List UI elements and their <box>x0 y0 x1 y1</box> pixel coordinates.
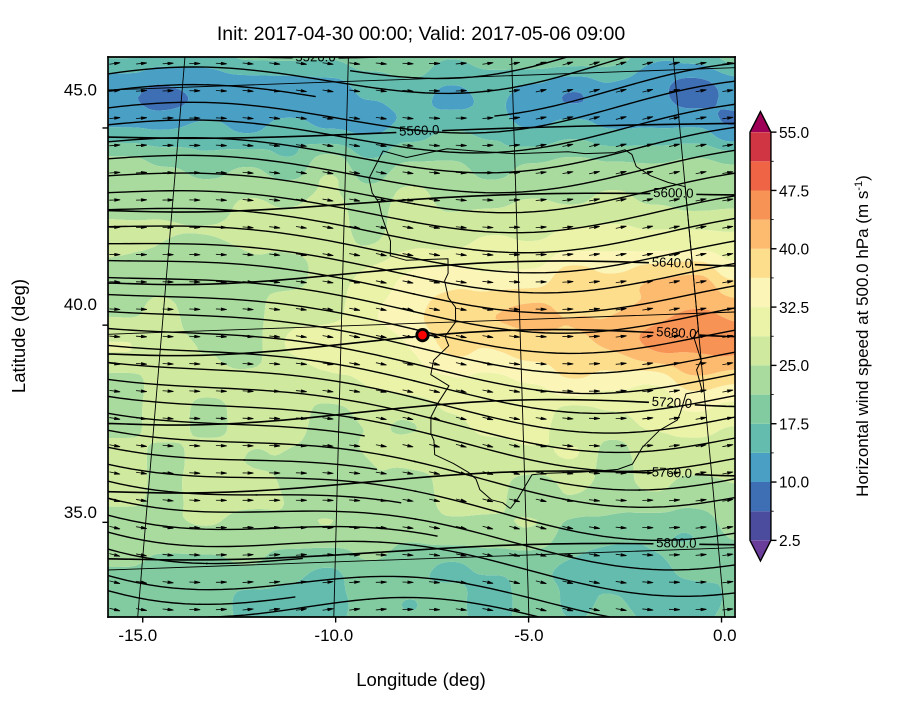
svg-text:10.0: 10.0 <box>779 475 810 492</box>
svg-text:47.5: 47.5 <box>779 183 809 200</box>
svg-text:35.0: 35.0 <box>64 503 97 522</box>
svg-text:-10.0: -10.0 <box>314 626 353 645</box>
svg-text:Init: 2017-04-30 00:00; Valid:: Init: 2017-04-30 00:00; Valid: 2017-05-0… <box>217 23 626 45</box>
svg-text:-5.0: -5.0 <box>514 626 543 645</box>
svg-text:55.0: 55.0 <box>779 125 810 142</box>
svg-text:Longitude (deg): Longitude (deg) <box>356 669 486 690</box>
svg-text:Horizontal wind speed at 500.0: Horizontal wind speed at 500.0 hPa (m s-… <box>853 175 872 497</box>
svg-text:40.0: 40.0 <box>779 242 810 259</box>
svg-text:5760.0: 5760.0 <box>651 464 692 481</box>
svg-text:5600.0: 5600.0 <box>653 185 694 201</box>
svg-text:-15.0: -15.0 <box>118 626 157 645</box>
svg-text:5720.0: 5720.0 <box>651 394 692 411</box>
svg-text:25.0: 25.0 <box>779 358 810 375</box>
svg-text:Latitude (deg): Latitude (deg) <box>8 279 29 393</box>
svg-text:17.5: 17.5 <box>779 416 809 433</box>
svg-text:5800.0: 5800.0 <box>656 535 697 551</box>
svg-text:0.0: 0.0 <box>713 626 737 645</box>
svg-text:40.0: 40.0 <box>64 295 97 314</box>
svg-text:32.5: 32.5 <box>779 300 809 317</box>
svg-text:45.0: 45.0 <box>64 81 97 100</box>
svg-text:5640.0: 5640.0 <box>651 254 692 271</box>
svg-text:5560.0: 5560.0 <box>399 122 440 139</box>
svg-text:5680.0: 5680.0 <box>656 324 697 341</box>
svg-text:2.5: 2.5 <box>779 533 801 550</box>
